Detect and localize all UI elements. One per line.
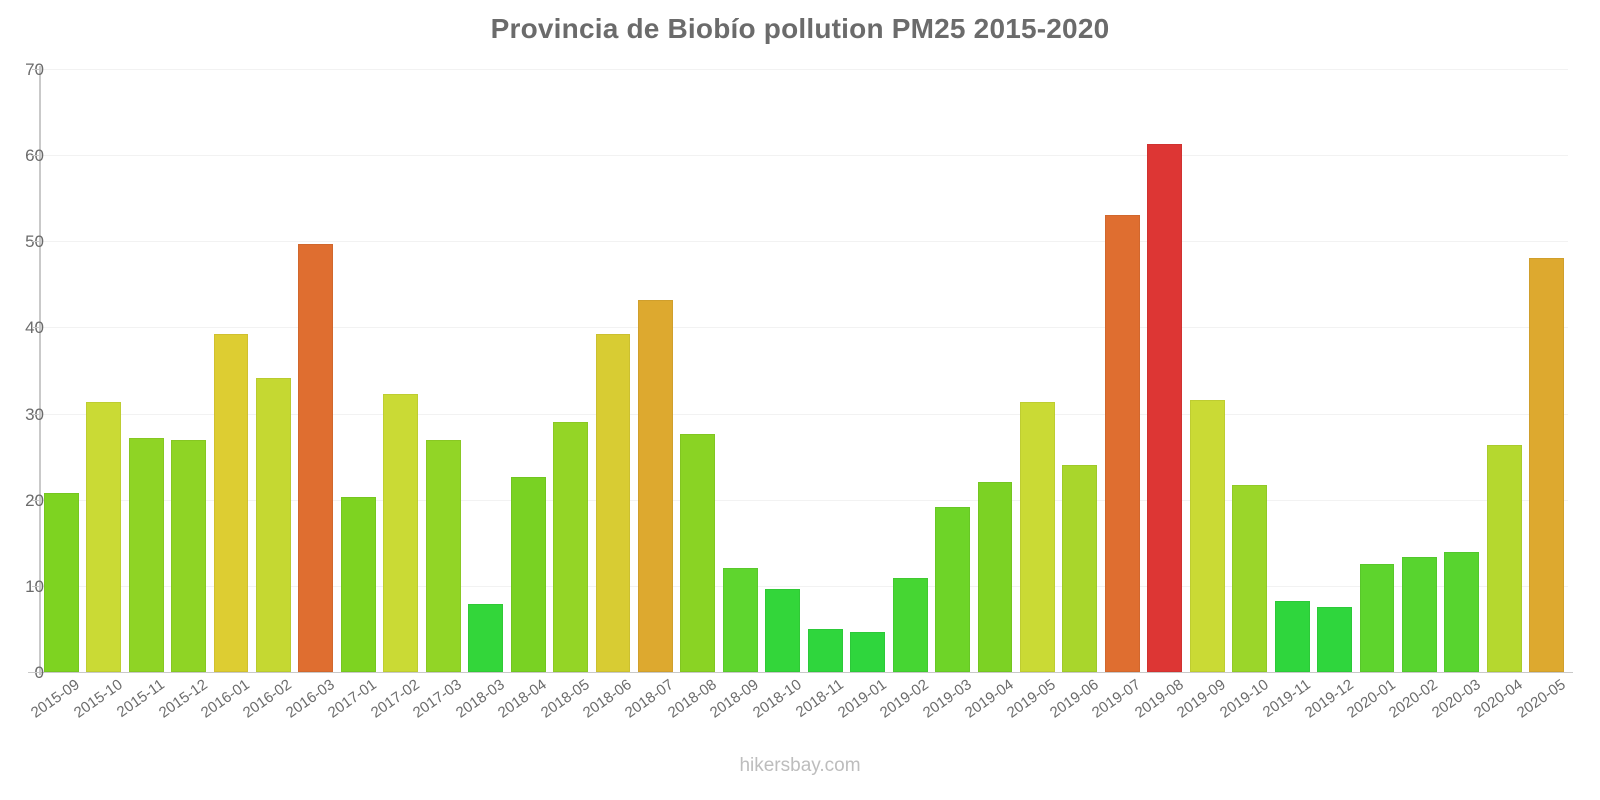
bar[interactable] xyxy=(1147,143,1183,672)
bar[interactable] xyxy=(553,422,588,672)
y-axis-tick-mark xyxy=(32,585,40,587)
x-axis-line xyxy=(28,672,1573,673)
y-axis-tick-label: 70 xyxy=(25,60,44,79)
bar[interactable] xyxy=(1232,485,1268,672)
bar[interactable] xyxy=(807,628,843,672)
bar[interactable] xyxy=(595,334,631,672)
bar[interactable] xyxy=(298,243,334,672)
bar[interactable] xyxy=(213,334,249,672)
x-axis-labels: 2015-09 2015-10 2015-11 2015-12 2016-01 2016-… xyxy=(28,676,1568,766)
y-axis-tick-label: 30 xyxy=(25,404,44,424)
bar[interactable] xyxy=(171,440,206,672)
bar[interactable] xyxy=(128,437,164,672)
bar[interactable] xyxy=(256,378,291,672)
bar[interactable] xyxy=(1274,601,1310,672)
bar-series xyxy=(40,69,1568,672)
bar[interactable] xyxy=(935,506,970,672)
y-axis-tick-mark xyxy=(32,672,40,673)
bar[interactable] xyxy=(86,401,122,672)
gridline xyxy=(40,499,1568,501)
bar[interactable] xyxy=(1444,552,1480,672)
y-axis-tick-mark xyxy=(32,413,40,415)
y-axis-tick-label: 50 xyxy=(25,232,44,252)
y-axis-tick-label: 40 xyxy=(25,318,44,338)
bar[interactable] xyxy=(1402,556,1437,672)
bar[interactable] xyxy=(1020,402,1055,672)
bar[interactable] xyxy=(1189,399,1225,672)
bar[interactable] xyxy=(1529,257,1565,672)
y-axis-tick-label: 20 xyxy=(25,490,44,510)
bar[interactable] xyxy=(510,477,546,672)
bar[interactable] xyxy=(680,434,716,672)
page-title: Provincia de Biobío pollution PM25 2015-… xyxy=(490,13,1110,44)
bar[interactable] xyxy=(850,631,886,672)
bar[interactable] xyxy=(1486,445,1522,672)
gridline xyxy=(40,69,1568,70)
gridline xyxy=(40,241,1568,243)
bar[interactable] xyxy=(1359,564,1395,672)
bar[interactable] xyxy=(43,492,79,672)
y-axis-tick-mark xyxy=(32,241,40,243)
gridline xyxy=(40,327,1568,329)
y-axis-tick-label: 60 xyxy=(25,146,44,166)
y-axis-tick-mark xyxy=(32,155,40,157)
y-axis-tick-mark xyxy=(32,69,40,70)
y-axis-tick-label: 10 xyxy=(25,576,44,596)
gridline xyxy=(40,413,1568,415)
bar[interactable] xyxy=(468,603,504,672)
bar[interactable] xyxy=(892,578,928,672)
bar[interactable] xyxy=(638,299,673,672)
footer-credit: hikersbay.com xyxy=(739,755,861,776)
gridline xyxy=(40,585,1568,587)
bar[interactable] xyxy=(1062,465,1098,672)
bar[interactable] xyxy=(977,481,1013,672)
y-axis-line xyxy=(39,66,41,675)
bar[interactable] xyxy=(1317,606,1352,672)
bar[interactable] xyxy=(383,393,419,672)
bar[interactable] xyxy=(1104,215,1140,672)
y-axis-tick-mark xyxy=(32,499,40,501)
bar[interactable] xyxy=(765,589,801,672)
y-axis-tick-mark xyxy=(32,327,40,329)
bar[interactable] xyxy=(425,440,461,672)
bar[interactable] xyxy=(722,567,758,672)
y-axis-tick-label: 0 xyxy=(0,663,44,683)
gridline xyxy=(40,155,1568,157)
bar[interactable] xyxy=(340,497,376,672)
